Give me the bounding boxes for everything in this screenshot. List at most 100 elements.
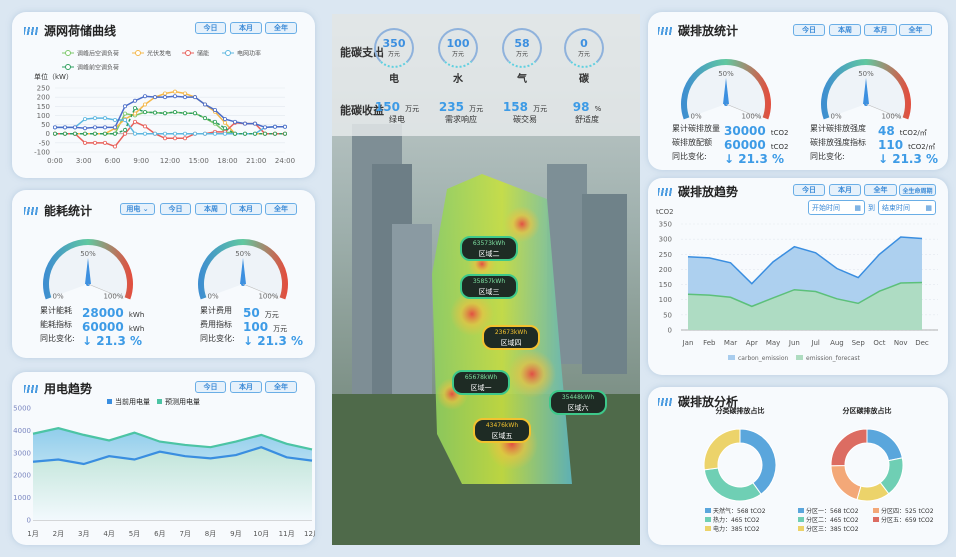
expense-value: 350	[382, 37, 406, 50]
zone-label[interactable]: 43476kWh 区域五	[473, 418, 531, 443]
data-point	[162, 111, 167, 116]
gauge-arc	[198, 239, 288, 300]
data-point	[202, 116, 207, 121]
btn-lifecycle[interactable]: 全生命周期	[899, 184, 936, 196]
btn-today[interactable]: 今日	[793, 184, 825, 196]
data-point	[103, 131, 108, 136]
data-point	[83, 131, 88, 136]
title-bars-icon	[24, 26, 38, 35]
title-text: 源网荷储曲线	[44, 24, 117, 38]
gauge-line	[725, 103, 762, 119]
data-point	[222, 120, 227, 125]
btn-month[interactable]: 本月	[864, 24, 897, 36]
x-tick-label: Nov	[894, 339, 908, 347]
legend-swatch	[798, 508, 804, 513]
btn-year[interactable]: 全年	[864, 184, 897, 196]
y-tick-label: -100	[34, 149, 50, 157]
unit: 万元	[273, 325, 288, 333]
series-line	[687, 236, 923, 285]
value: 28000	[82, 306, 124, 320]
legend-sep: ：	[725, 526, 731, 533]
start-date-input[interactable]: 开始时间 ▦	[808, 200, 865, 215]
power-trend-title: 用电趋势	[24, 380, 92, 397]
btn-year[interactable]: 全年	[265, 203, 297, 215]
zone-label[interactable]: 35857kWh 区域三	[460, 274, 518, 299]
series-area	[688, 282, 922, 330]
series-line	[55, 117, 285, 135]
legend-sep: ：	[731, 508, 737, 515]
stat-value: ↓ 21.3 %	[878, 148, 938, 167]
data-point	[172, 131, 177, 136]
x-tick-label: Jul	[810, 339, 820, 347]
zone-label[interactable]: 35448kWh 区域六	[549, 390, 607, 415]
data-point	[192, 95, 197, 100]
value: ↓ 21.3 %	[878, 152, 939, 166]
data-point	[123, 131, 128, 136]
data-point	[142, 124, 147, 129]
source-load-panel	[12, 12, 315, 178]
zone-name: 区域三	[478, 288, 500, 296]
energy-type-select[interactable]: 用电 ⌄	[120, 203, 155, 215]
expense-ring: 100 万元	[438, 28, 478, 68]
gauge: 0% 50% 100%	[681, 59, 771, 120]
legend-value: 659	[905, 517, 917, 524]
btn-year[interactable]: 全年	[265, 381, 297, 393]
btn-today[interactable]: 今日	[195, 381, 226, 393]
y-tick-label: 2000	[13, 472, 31, 480]
data-point	[182, 131, 187, 136]
zone-label[interactable]: 63573kWh 区域二	[460, 236, 518, 261]
expense-label: 能碳支出	[340, 46, 384, 59]
data-point	[152, 95, 157, 100]
zone-name: 区域一	[470, 384, 492, 392]
stat-value: 30000 tCO2	[724, 120, 788, 139]
carbon-trend-chart: tCO2 350 300 250 200 150 100 50 0 Jan Feb Mar Apr May…	[656, 208, 938, 362]
income-category: 舒适度	[575, 115, 599, 124]
zone-energy: 35448kWh	[561, 394, 595, 401]
tick-100: 100%	[881, 112, 901, 120]
data-point	[182, 136, 187, 141]
title-text: 碳排放趋势	[678, 185, 739, 199]
value: ↓ 21.3 %	[82, 334, 143, 348]
legend-label: 天然气：568 tCO2	[713, 507, 766, 515]
btn-today[interactable]: 今日	[160, 203, 191, 215]
stat-label: 累计费用	[200, 306, 232, 315]
data-point	[53, 125, 58, 130]
building-3d-view[interactable]: 能碳支出 能碳收益 350 万元电 100 万元水 58 万元气 0 万元碳 150 万元 绿电 2…	[332, 14, 640, 545]
btn-month[interactable]: 本月	[230, 22, 262, 34]
btn-month[interactable]: 本月	[230, 381, 262, 393]
legend-label: emission_forecast	[806, 355, 861, 362]
y-tick-label: 1000	[13, 494, 31, 502]
btn-today[interactable]: 今日	[793, 24, 825, 36]
title-bars-icon	[658, 397, 672, 406]
btn-month[interactable]: 本月	[230, 203, 262, 215]
btn-week[interactable]: 本周	[829, 24, 861, 36]
data-point	[93, 131, 98, 136]
unit: kWh	[128, 311, 145, 319]
data-point	[212, 119, 217, 124]
data-point	[142, 131, 147, 136]
data-point	[83, 126, 88, 131]
zone-label[interactable]: 65678kWh 区域一	[452, 370, 510, 395]
y-axis-label: tCO2	[656, 208, 674, 216]
y-tick-label: 350	[659, 221, 672, 229]
stat-label: 碳排放配额	[672, 138, 712, 147]
income-value: 235 万元	[436, 96, 486, 115]
btn-year[interactable]: 全年	[899, 24, 932, 36]
end-date-input[interactable]: 结束时间 ▦	[878, 200, 936, 215]
data-point	[262, 131, 267, 136]
tick-50: 50%	[80, 250, 96, 258]
btn-year[interactable]: 全年	[265, 22, 297, 34]
x-tick-label: 6月	[154, 530, 165, 538]
data-point	[123, 128, 128, 133]
btn-today[interactable]: 今日	[195, 22, 226, 34]
x-tick-label: 9:00	[133, 157, 149, 165]
zone-label[interactable]: 23673kWh 区域四	[482, 325, 540, 350]
data-point	[83, 140, 88, 145]
legend-marker	[65, 64, 71, 70]
value: 158	[502, 100, 528, 114]
btn-month[interactable]: 本月	[829, 184, 861, 196]
data-point	[113, 131, 118, 136]
btn-week[interactable]: 本周	[195, 203, 227, 215]
expense-category: 水	[453, 74, 463, 85]
